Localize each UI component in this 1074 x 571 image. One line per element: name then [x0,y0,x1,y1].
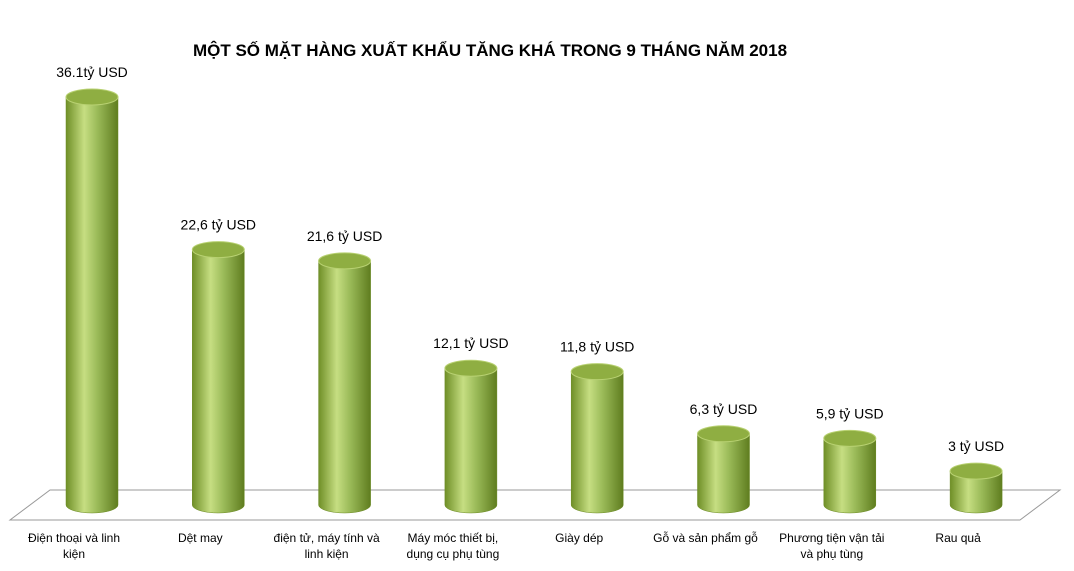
bar-top [949,462,1003,480]
x-tick-label: Điện thoại và linh kiện [27,531,121,561]
chart-title: MỘT SỐ MẶT HÀNG XUẤT KHẨU TĂNG KHÁ TRONG… [193,40,787,60]
bar [65,96,119,514]
x-tick-label: Rau quả [935,531,981,545]
value-label: 12,1 tỷ USD [433,335,508,351]
bar [318,260,371,514]
x-tick-label: Dệt may [177,531,223,545]
value-label: 11,8 tỷ USD [560,339,634,355]
x-tick-label: Giày dép [555,531,604,545]
bar [570,371,624,514]
x-tick-label: điện tử, máy tính và linh kiện [273,531,380,561]
bar [697,433,750,514]
value-label: 5,9 tỷ USD [816,405,884,421]
bar-top [191,241,245,259]
bar-top [318,252,372,270]
bar [949,470,1003,514]
bar-top [823,429,877,447]
value-label: 21,6 tỷ USD [307,228,382,244]
x-tick-label: Gỗ và sản phẩm gỗ [653,531,758,545]
x-tick-label: Phương tiện vận tải và phụ tùng [779,531,885,561]
bar-top [570,363,624,381]
bar-top [444,359,498,377]
bar [192,249,245,514]
value-label: 22,6 tỷ USD [181,217,256,233]
value-label: 3 tỷ USD [948,438,1004,454]
x-tick-label: Máy móc thiết bị, dụng cụ phụ tùng [406,531,500,561]
bar-top [65,88,119,106]
bar [444,367,498,514]
bar-top [697,425,750,443]
value-label: 36.1tỷ USD [56,64,128,80]
bar [823,438,877,514]
value-label: 6,3 tỷ USD [690,401,758,417]
floor [8,489,1062,521]
